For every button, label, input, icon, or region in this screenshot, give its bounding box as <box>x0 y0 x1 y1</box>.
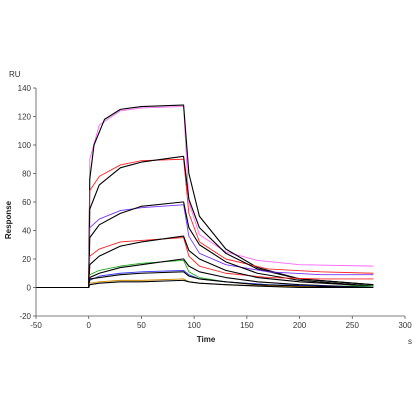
series-line-1 <box>36 107 373 288</box>
y-tick-label: 120 <box>18 113 32 122</box>
y-tick-label: 140 <box>18 84 32 93</box>
x-tick-label: 200 <box>293 321 307 330</box>
y-unit-label: RU <box>9 70 21 79</box>
series-layer <box>36 105 373 287</box>
axis-layer: -20 0 20 40 60 80 100 120 140 -50 0 50 100 150 200 250 3… <box>18 84 413 330</box>
x-tick-label: 50 <box>137 321 146 330</box>
y-tick-label: 100 <box>18 141 32 150</box>
y-tick-label: 80 <box>22 170 31 179</box>
y-tick-label: 40 <box>22 227 31 236</box>
x-tick-label: 300 <box>398 321 412 330</box>
y-tick-label: 20 <box>22 255 31 264</box>
y-tick-label: 60 <box>22 198 31 207</box>
x-tick-label: 150 <box>240 321 254 330</box>
x-tick-label: 250 <box>346 321 360 330</box>
x-tick-label: 0 <box>86 321 91 330</box>
x-tick-label: 100 <box>187 321 201 330</box>
y-axis-title: Response <box>4 200 13 239</box>
x-axis-title: Time <box>197 335 216 344</box>
y-tick-label: 0 <box>27 284 32 293</box>
series-line-2 <box>36 105 373 287</box>
series-line-5 <box>36 205 373 288</box>
x-unit-label: s <box>408 337 412 346</box>
x-tick-label: -50 <box>30 321 42 330</box>
y-tick-label: -20 <box>19 312 31 321</box>
